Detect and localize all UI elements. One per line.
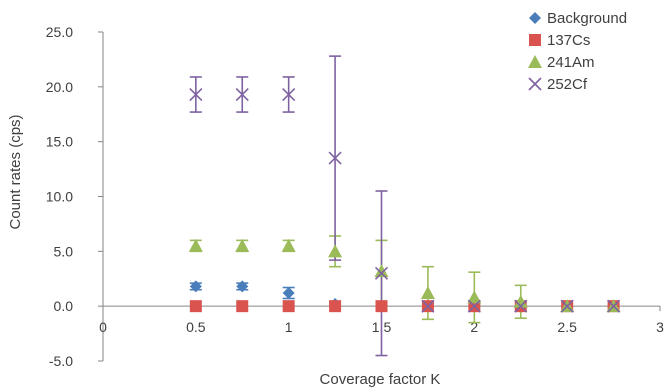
data-point-252cf — [235, 87, 249, 102]
data-point-background — [282, 287, 295, 300]
legend-marker-241am — [528, 55, 542, 68]
legend-item-background: Background — [529, 10, 627, 27]
data-point-252cf — [374, 266, 389, 280]
x-tick-label: 0.5 — [186, 319, 206, 335]
legend-item-241am: 241Am — [528, 54, 595, 71]
legend-item-252cf: 252Cf — [528, 76, 588, 93]
y-tick-label: 15.0 — [46, 134, 73, 150]
y-tick-label: 0.0 — [54, 298, 74, 314]
data-point-252cf — [282, 87, 296, 102]
data-point-137cs — [236, 300, 249, 313]
legend-marker-137cs — [529, 34, 541, 46]
y-tick-label: 5.0 — [54, 243, 74, 259]
data-point-137cs — [282, 300, 295, 313]
y-tick-label: 25.0 — [46, 24, 73, 40]
data-point-137cs — [375, 300, 388, 313]
data-markers — [188, 87, 621, 313]
data-point-137cs — [189, 300, 202, 313]
y-tick-label: -5.0 — [49, 353, 73, 369]
data-point-241am — [374, 264, 389, 278]
data-point-background — [189, 280, 202, 293]
y-tick-label: 20.0 — [46, 79, 73, 95]
data-point-252cf — [467, 299, 481, 313]
x-tick-label: 3 — [656, 319, 664, 335]
y-axis-label: Count rates (cps) — [7, 114, 24, 229]
legend: Background 137Cs 241Am 252Cf — [528, 10, 627, 93]
x-tick-label: 2 — [470, 319, 478, 335]
legend-item-137cs: 137Cs — [529, 32, 590, 49]
y-tick-label: 10.0 — [46, 189, 73, 205]
data-point-252cf — [607, 299, 621, 313]
legend-label: 137Cs — [547, 32, 590, 49]
data-point-241am — [188, 238, 203, 252]
data-point-241am — [235, 238, 250, 252]
data-point-241am — [420, 286, 435, 300]
legend-label: 241Am — [547, 54, 595, 71]
data-point-252cf — [421, 299, 435, 313]
legend-label: 252Cf — [547, 76, 588, 93]
data-point-241am — [328, 244, 343, 258]
data-point-252cf — [189, 87, 203, 102]
data-point-252cf — [328, 151, 342, 165]
data-point-background — [236, 280, 249, 293]
data-point-252cf — [560, 299, 574, 313]
data-point-241am — [467, 290, 482, 304]
x-axis-label: Coverage factor K — [320, 371, 441, 387]
legend-marker-background — [529, 12, 541, 24]
legend-marker-252cf — [528, 77, 542, 91]
data-point-137cs — [329, 300, 342, 313]
legend-label: Background — [547, 10, 627, 27]
x-tick-label: 0 — [99, 319, 107, 335]
x-tick-label: 1 — [285, 319, 293, 335]
data-point-241am — [281, 238, 296, 252]
data-point-241am — [513, 294, 528, 308]
x-tick-label: 2.5 — [557, 319, 577, 335]
data-point-252cf — [514, 299, 528, 313]
